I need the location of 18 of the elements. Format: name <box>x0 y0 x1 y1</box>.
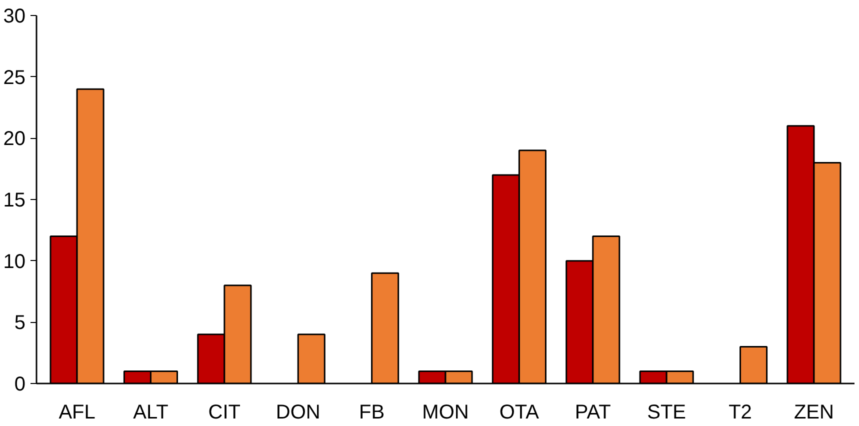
x-tick-label: STE <box>647 402 686 424</box>
y-tick-label: 0 <box>14 374 26 396</box>
x-tick-label: DON <box>276 402 320 424</box>
x-tick-label: PAT <box>574 402 611 424</box>
x-tick-label: AFL <box>58 402 96 424</box>
x-tick-label: OTA <box>499 402 540 424</box>
y-tick-label: 20 <box>3 128 26 150</box>
y-tick-label: 25 <box>3 66 26 89</box>
y-tick-label: 10 <box>3 250 26 273</box>
x-tick-label: T2 <box>728 402 752 424</box>
y-tick-label: 5 <box>14 312 26 334</box>
x-tick-label: FB <box>359 402 385 424</box>
y-tick-label: 15 <box>3 190 26 212</box>
x-tick-label: ALT <box>133 402 168 424</box>
x-tick-label: MON <box>422 402 469 424</box>
x-tick-label: CIT <box>208 402 241 424</box>
x-tick-label: ZEN <box>794 402 834 424</box>
y-tick-label: 30 <box>3 6 26 28</box>
